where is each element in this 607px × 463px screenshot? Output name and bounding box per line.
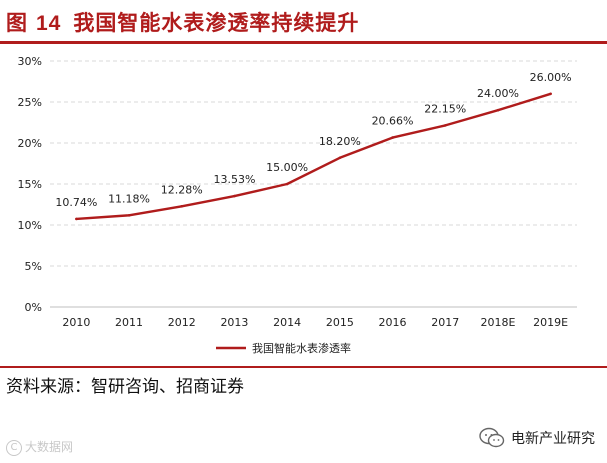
x-tick-label: 2012 bbox=[168, 316, 196, 329]
watermark-left-text: 大数据网 bbox=[25, 440, 74, 454]
x-tick-label: 2014 bbox=[273, 316, 301, 329]
data-label: 15.00% bbox=[266, 161, 308, 174]
data-label: 24.00% bbox=[477, 87, 519, 100]
y-tick-label: 15% bbox=[18, 178, 42, 191]
y-tick-label: 20% bbox=[18, 137, 42, 150]
x-tick-label: 2010 bbox=[62, 316, 90, 329]
y-tick-label: 5% bbox=[25, 260, 42, 273]
x-tick-label: 2017 bbox=[431, 316, 459, 329]
y-tick-label: 30% bbox=[18, 55, 42, 68]
data-point bbox=[338, 156, 342, 160]
data-point bbox=[75, 217, 78, 221]
series-line bbox=[76, 92, 552, 221]
watermark-right: 电新产业研究 bbox=[479, 427, 595, 449]
copyright-icon: C bbox=[6, 439, 22, 456]
data-label: 18.20% bbox=[319, 135, 361, 148]
y-tick-label: 0% bbox=[25, 301, 42, 314]
data-label: 10.74% bbox=[55, 196, 97, 209]
data-label: 22.15% bbox=[424, 102, 466, 115]
line-chart: 0% 5% 10% 15% 20% 25% 30% 2010 2011 2012 2013 2014 2… bbox=[18, 55, 577, 355]
x-tick-label: 2018E bbox=[480, 316, 515, 329]
figure-title: 图 14 我国智能水表渗透率持续提升 bbox=[6, 7, 359, 37]
y-tick-label: 10% bbox=[18, 219, 42, 232]
data-point bbox=[549, 92, 552, 96]
watermark-right-text: 电新产业研究 bbox=[511, 431, 595, 447]
data-point bbox=[127, 214, 131, 217]
data-point bbox=[233, 194, 236, 198]
data-point bbox=[180, 205, 184, 208]
x-tick-label: 2015 bbox=[326, 316, 354, 329]
data-point bbox=[391, 136, 394, 139]
footer-rule bbox=[0, 366, 607, 368]
legend-label: 我国智能水表渗透率 bbox=[252, 341, 351, 355]
data-label: 20.66% bbox=[372, 115, 414, 128]
data-point bbox=[285, 182, 289, 186]
data-label: 12.28% bbox=[161, 183, 203, 196]
data-label: 11.18% bbox=[108, 192, 150, 205]
x-tick-label: 2013 bbox=[220, 316, 248, 329]
x-tick-label: 2019E bbox=[533, 316, 568, 329]
x-tick-label: 2011 bbox=[115, 316, 143, 329]
wechat-icon bbox=[479, 427, 505, 448]
data-point bbox=[443, 124, 447, 127]
y-tick-label: 25% bbox=[18, 96, 42, 109]
figure-title-text: 我国智能水表渗透率持续提升 bbox=[73, 10, 360, 35]
data-label: 26.00% bbox=[530, 71, 572, 84]
source-note: 资料来源：智研咨询、招商证券 bbox=[6, 377, 244, 397]
x-tick-label: 2016 bbox=[379, 316, 407, 329]
data-label: 13.53% bbox=[213, 173, 255, 186]
figure-number: 14 bbox=[36, 12, 62, 35]
header-rule bbox=[0, 41, 607, 44]
watermark-left: C 大数据网 bbox=[6, 438, 73, 456]
figure-header: 图 14 我国智能水表渗透率持续提升 bbox=[0, 0, 607, 46]
figure-label: 图 bbox=[6, 10, 28, 35]
data-point bbox=[496, 108, 500, 112]
